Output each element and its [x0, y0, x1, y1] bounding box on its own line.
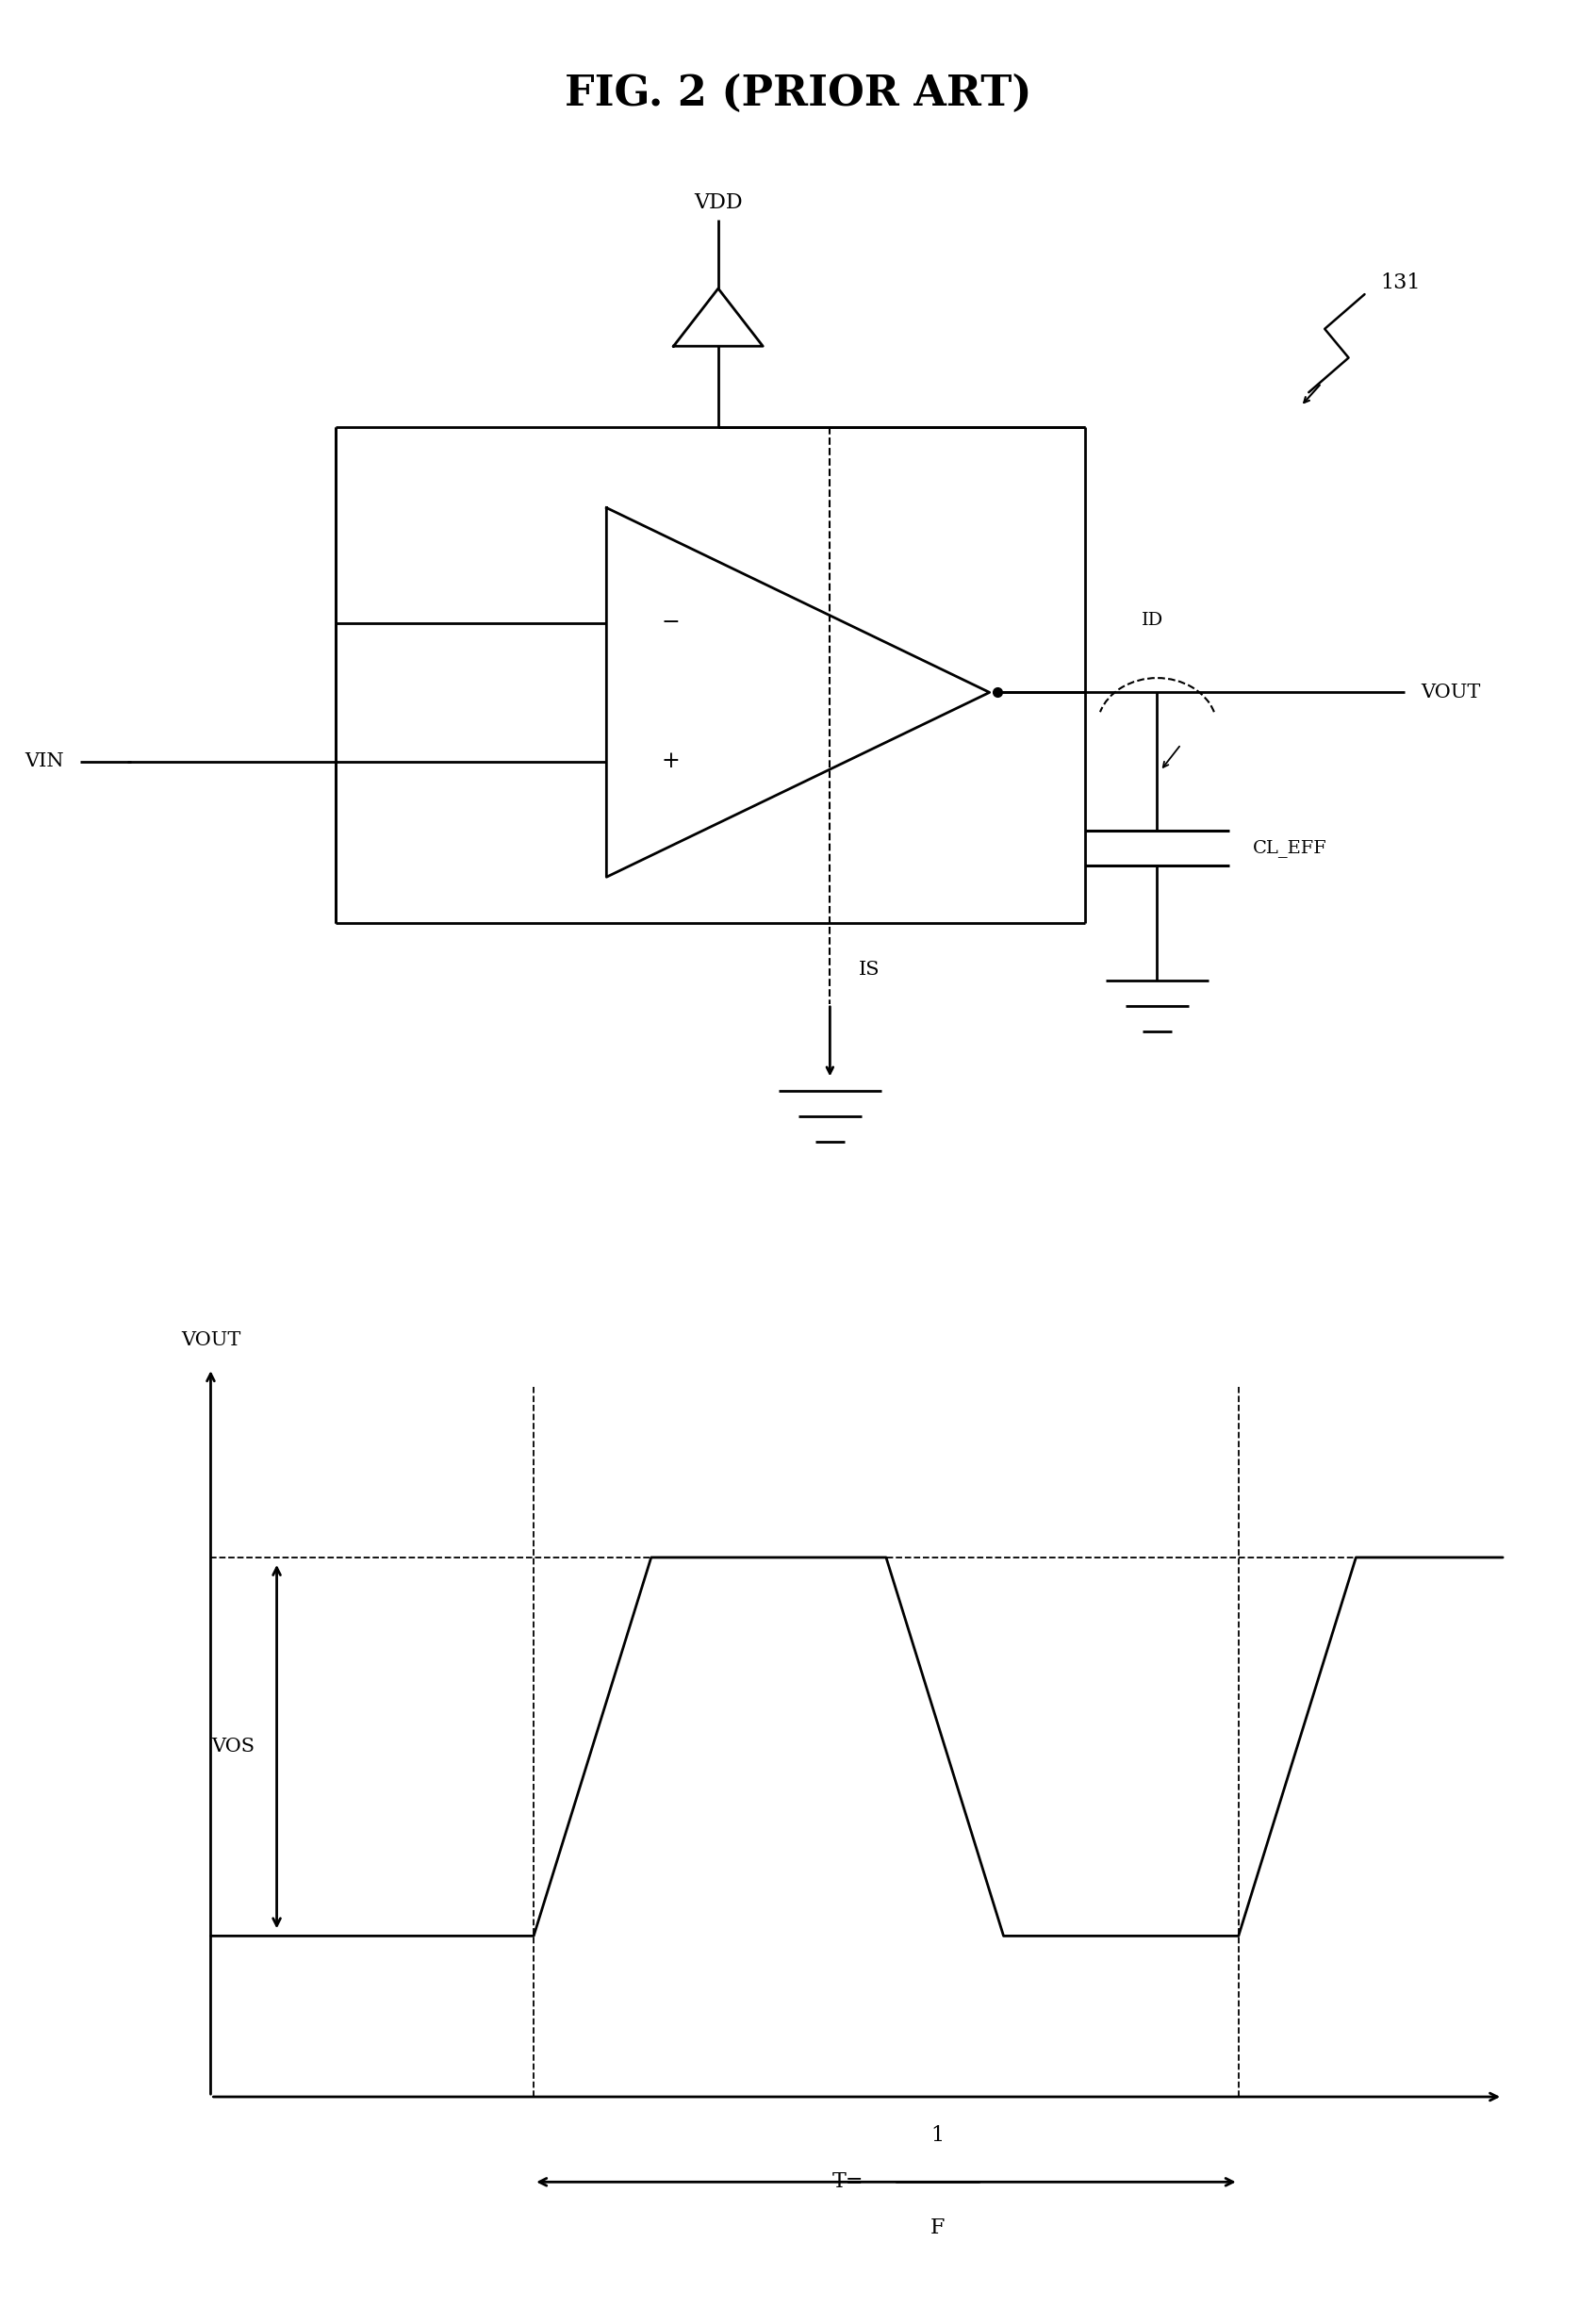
Text: 1: 1	[930, 2126, 945, 2146]
Text: 131: 131	[1381, 272, 1420, 293]
Text: F: F	[930, 2218, 945, 2239]
Text: VDD: VDD	[694, 194, 742, 215]
Text: T=: T=	[833, 2172, 863, 2193]
Text: IS: IS	[859, 960, 879, 979]
Text: VIN: VIN	[24, 752, 64, 771]
Text: +: +	[661, 750, 680, 773]
Text: CL_EFF: CL_EFF	[1253, 840, 1328, 856]
Text: VOUT: VOUT	[180, 1332, 241, 1350]
Text: ID: ID	[1141, 612, 1163, 628]
Text: −: −	[661, 612, 680, 635]
Text: FIG. 2 (PRIOR ART): FIG. 2 (PRIOR ART)	[565, 74, 1031, 115]
Text: VOS: VOS	[211, 1738, 255, 1756]
Text: VOUT: VOUT	[1420, 683, 1479, 702]
